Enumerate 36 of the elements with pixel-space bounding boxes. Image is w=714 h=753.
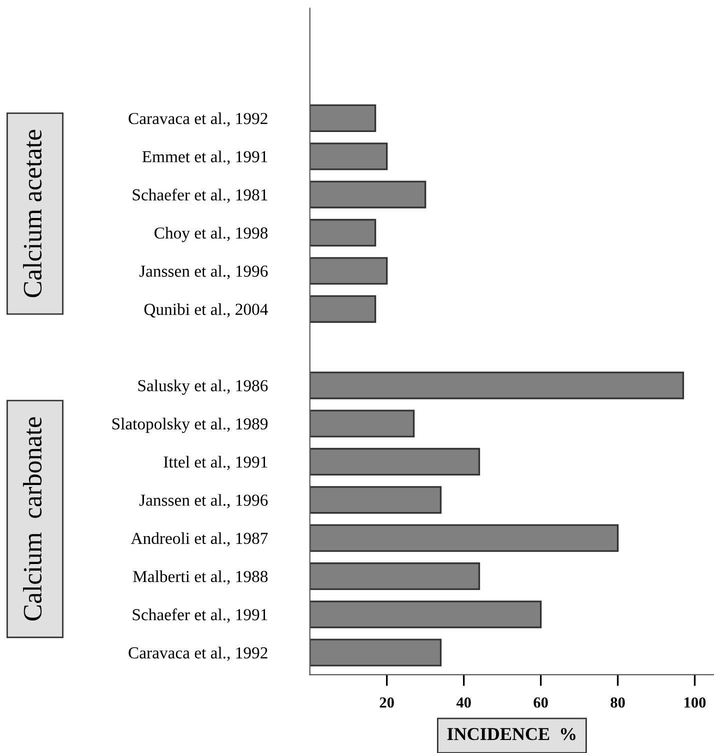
y-tick-label: Caravaca et al., 1992 xyxy=(128,112,268,127)
y-tick-label: Schaefer et al., 1991 xyxy=(132,608,268,623)
bar xyxy=(310,180,426,208)
x-axis-title: INCIDENCE % xyxy=(447,728,576,740)
x-tick-label: 20 xyxy=(380,697,394,708)
y-tick-label: Caravaca et al., 1992 xyxy=(128,646,268,661)
bar xyxy=(310,104,376,132)
bar xyxy=(310,372,684,400)
y-tick-label: Salusky et al., 1986 xyxy=(138,380,268,395)
text: Calcium acetate xyxy=(23,130,42,298)
y-tick-label: Emmet et al., 1991 xyxy=(142,150,268,165)
bar xyxy=(310,218,376,247)
y-tick-label: Malberti et al., 1988 xyxy=(133,570,268,585)
bar xyxy=(310,257,388,285)
x-tick-label: 40 xyxy=(456,697,471,708)
x-tick-label: 100 xyxy=(684,697,706,708)
y-tick-label: Andreoli et al., 1987 xyxy=(130,532,268,546)
text: Calcium carbonate xyxy=(23,417,42,620)
y-tick-label: Ittel et al., 1991 xyxy=(164,456,268,470)
bar xyxy=(310,448,480,476)
bar xyxy=(310,600,542,628)
x-tick-label: 80 xyxy=(610,697,625,708)
y-tick-label: Slatopolsky et al., 1989 xyxy=(112,418,268,433)
y-tick-label: Qunibi et al., 2004 xyxy=(144,303,268,318)
y-tick-label: Choy et al., 1998 xyxy=(154,226,268,242)
y-tick-label: Schaefer et al., 1981 xyxy=(132,188,268,203)
y-tick-label: Janssen et al., 1996 xyxy=(139,494,268,508)
y-tick-label: Janssen et al., 1996 xyxy=(139,265,268,280)
bar xyxy=(310,562,480,590)
bar xyxy=(310,638,442,666)
bar xyxy=(310,295,376,323)
bar xyxy=(310,486,442,514)
bar xyxy=(310,524,619,552)
bar xyxy=(310,142,388,170)
bar xyxy=(310,410,415,438)
x-tick-label: 60 xyxy=(534,697,548,708)
